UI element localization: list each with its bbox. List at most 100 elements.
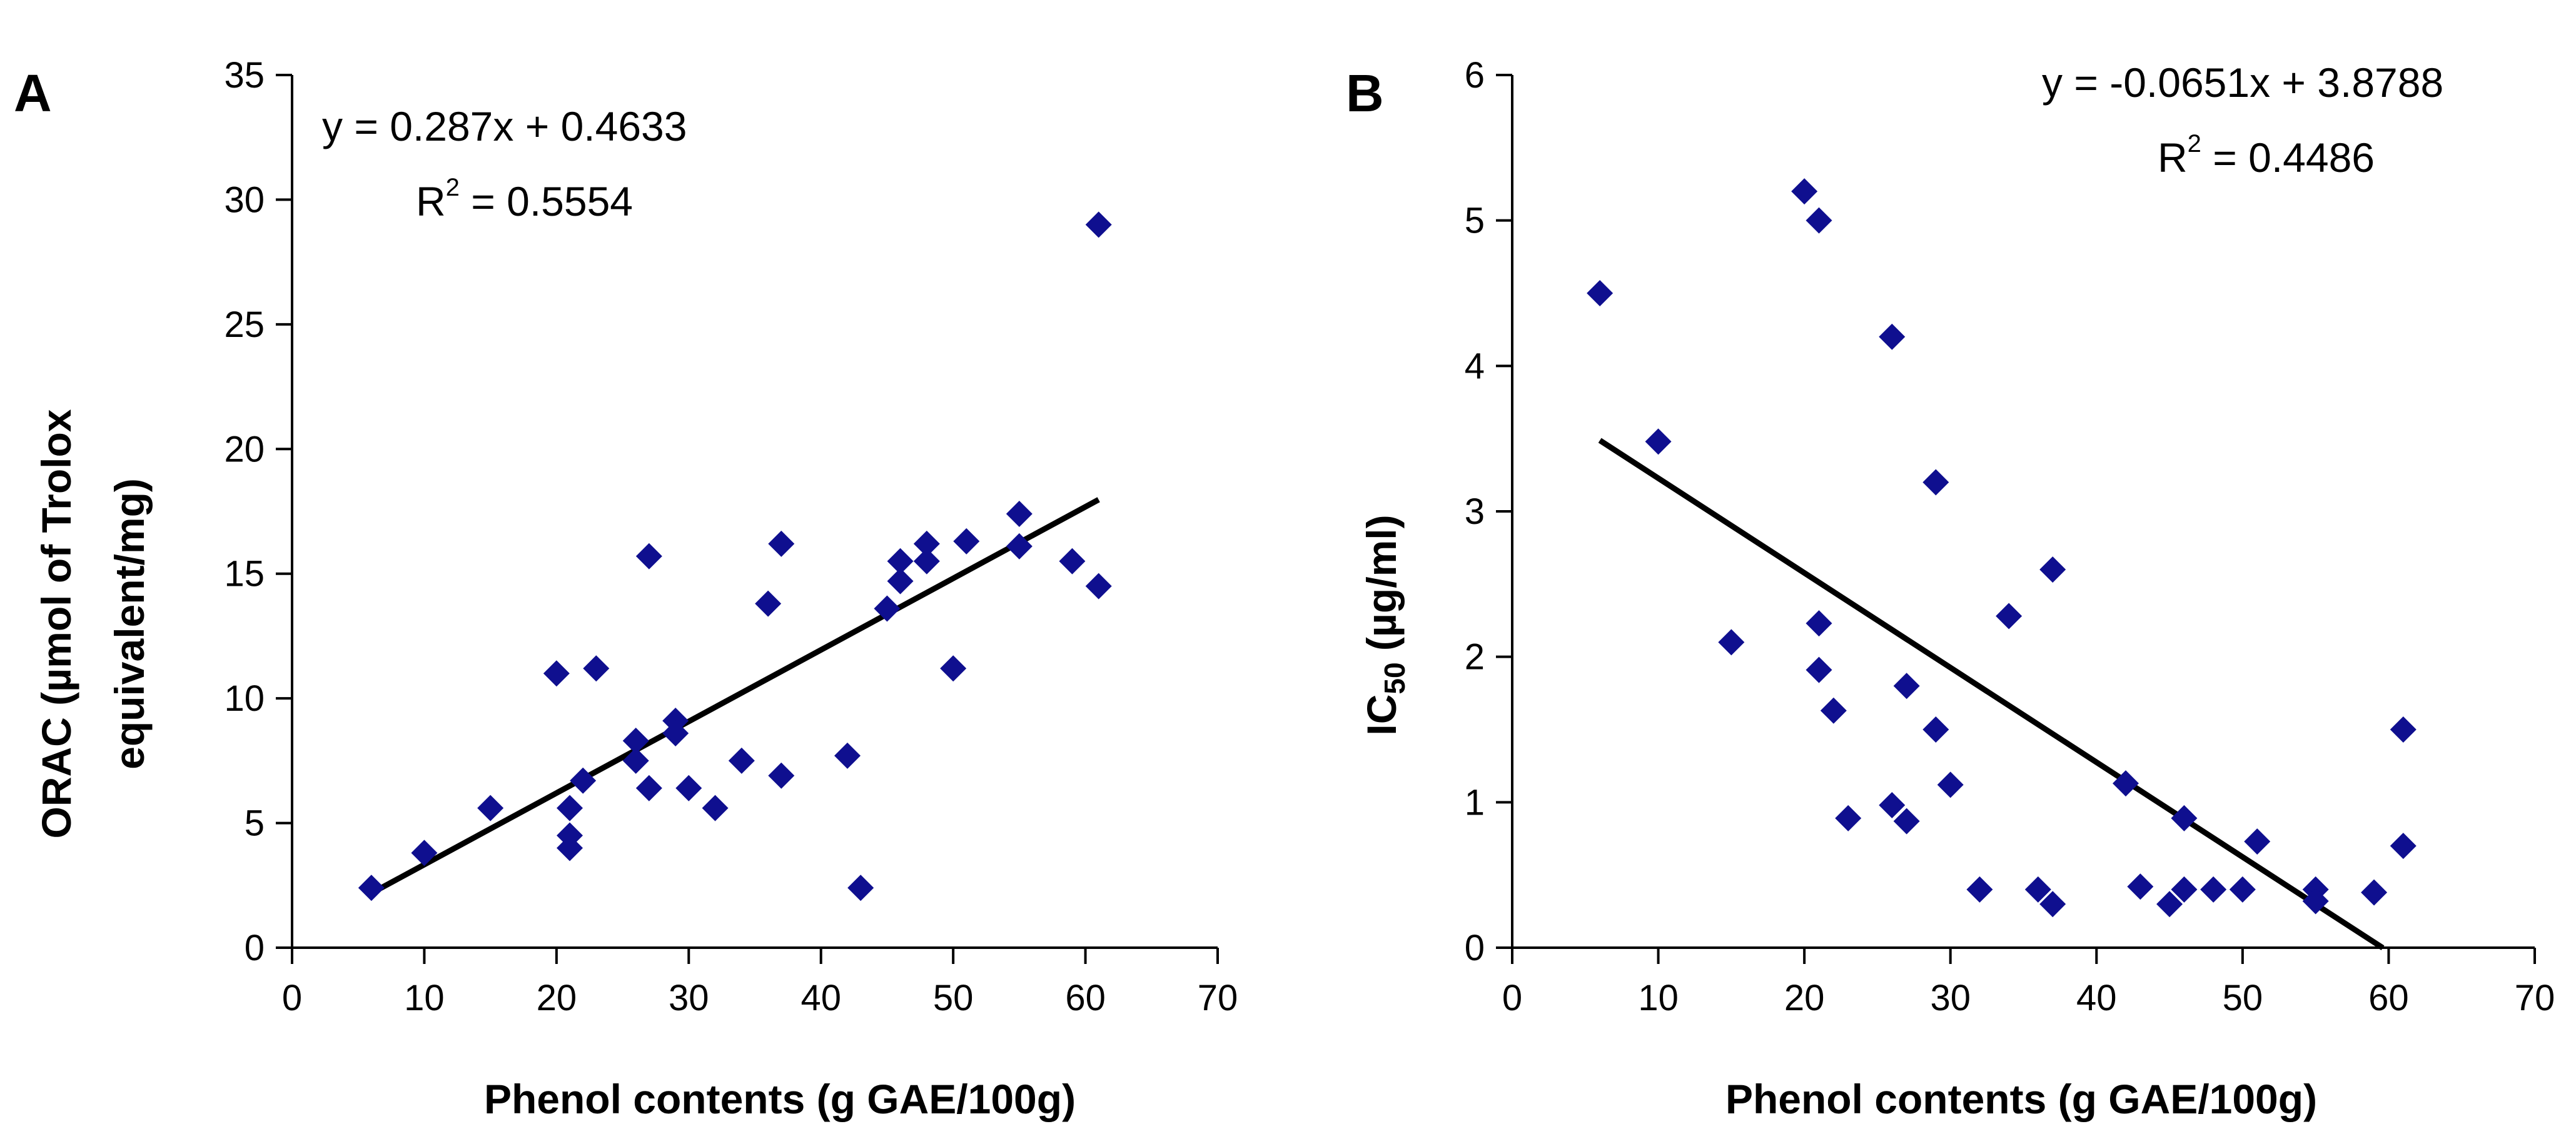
panel-b-y-tick-label: 1 [1465,782,1485,823]
panel-b-data-point [1645,428,1672,455]
panel-a-data-point [662,720,689,746]
panel-b-y-title-main: IC [1358,695,1405,736]
panel-b-y-tick-label: 4 [1465,346,1485,386]
panel-b-data-point [2302,888,2329,915]
panel-b-data-point [2200,876,2227,903]
panel-a-y-axis-title-line-1: ORAC (µmol of Trolox [33,409,79,838]
panel-a-data-point [768,762,795,789]
panel-b-data-point [2156,891,2183,918]
panel-a-x-tick-label: 40 [801,978,841,1018]
panel-a-data-point [477,795,504,821]
panel-b-data-point [1893,673,1920,700]
panel-a-data-point [953,528,980,554]
panel-a-x-tick-label: 20 [537,978,577,1018]
panel-b-data-point [1718,629,1745,656]
panel-b-data-point [1806,656,1832,683]
panel-a-x-tick-label: 50 [933,978,974,1018]
panel-a-data-point [622,727,649,754]
panel-b-data-point [1806,207,1832,234]
panel-a-data-point [874,595,901,622]
panel-b-r2-value: = 0.4486 [2201,134,2375,181]
panel-a-y-tick-label: 25 [224,304,265,345]
panel-a-x-tick-label: 10 [404,978,445,1018]
panel-a-y-tick-label: 20 [224,429,265,469]
panel-b-data-point [1835,805,1862,831]
panel-b-points [1587,178,2417,918]
panel-b-data-point [1893,808,1920,835]
panel-a-x-tick-label: 0 [282,978,302,1018]
panel-a-x-tick-label: 70 [1198,978,1238,1018]
panel-a-trendline [370,497,1100,896]
panel-a-axes: 0 10 20 30 40 50 60 70 0 5 10 15 20 25 30 35 [224,55,1238,1018]
panel-a-data-point [728,747,755,774]
panel-a-data-point [1085,573,1112,600]
panel-a-data-point [1059,548,1086,575]
panel-b-data-point [2171,876,2198,903]
panel-b-data-point [1879,323,1906,350]
panel-b-y-title-rest: (µg/ml) [1358,514,1405,662]
panel-b-x-axis-title: Phenol contents (g GAE/100g) [1725,1076,2317,1122]
panel-b-x-tick-label: 20 [1784,978,1825,1018]
panel-a-data-point [913,530,940,557]
panel-a-r2-superscript: 2 [446,174,460,201]
panel-a-data-point [1006,500,1033,527]
panel-b-x-tick-label: 40 [2076,978,2117,1018]
panel-b-y-tick-label: 6 [1465,55,1485,96]
panel-a-data-point [755,590,782,617]
panel-b-trendline [1598,438,2385,951]
panel-a-data-point [847,875,874,901]
panel-a-data-point [411,840,438,866]
panel-a-data-point [675,775,702,801]
panel-b-r2-superscript: 2 [2188,130,2201,158]
panel-a-data-point [622,747,649,774]
panel-b-data-point [1806,610,1832,637]
panel-b-data-point [2039,891,2066,918]
panel-b-data-point [2390,716,2417,743]
panel-b-y-tick-label: 5 [1465,201,1485,241]
panel-b-r2-label: R [2158,134,2188,181]
panel-a-data-point [913,548,940,575]
panel-b-x-tick-label: 0 [1502,978,1522,1018]
panel-b-data-point [2127,873,2154,900]
panel-a-y-tick-label: 30 [224,179,265,220]
panel-a-data-point [570,767,597,794]
panel-a-data-point [583,655,610,682]
panel-b-data-point [2039,556,2066,583]
panel-a-y-tick-label: 35 [224,55,265,96]
panel-b-x-tick-label: 50 [2223,978,2263,1018]
panel-a: A 0 10 20 30 40 50 60 70 0 5 10 15 20 25 30 35 y = 0.28… [14,55,1238,1122]
panel-b-x-tick-label: 70 [2515,978,2555,1018]
panel-b-r-squared: R2 = 0.4486 [2158,130,2375,181]
panel-a-data-point [557,795,583,821]
panel-b-data-point [1922,716,1949,743]
panel-a-x-axis-title: Phenol contents (g GAE/100g) [484,1076,1076,1122]
panel-a-letter: A [14,64,52,123]
panel-a-data-point [887,548,914,575]
panel-a-y-tick-label: 10 [224,678,265,719]
panel-b-x-tick-label: 10 [1638,978,1679,1018]
panel-b-data-point [1820,697,1847,724]
panel-a-points [358,211,1112,901]
panel-a-y-tick-label: 5 [245,803,265,844]
panel-b-data-point [1791,178,1818,205]
panel-a-x-tick-label: 60 [1065,978,1106,1018]
panel-b: B 0 10 20 30 40 50 60 70 0 1 2 3 4 5 6 y = -0.0651x + … [1346,55,2555,1122]
panel-b-data-point [2113,770,2139,797]
panel-b-data-point [1996,603,2023,630]
panel-b-axes: 0 10 20 30 40 50 60 70 0 1 2 3 4 5 6 [1465,55,2555,1018]
panel-a-data-point [635,543,662,570]
panel-a-data-point [834,742,861,769]
panel-a-data-point [358,875,385,901]
panel-b-data-point [2390,833,2417,860]
panel-b-x-tick-label: 60 [2368,978,2409,1018]
panel-a-y-axis-title-line-2: equivalent/mg) [106,478,153,770]
panel-b-data-point [1937,771,1964,798]
panel-a-data-point [635,775,662,801]
panel-b-letter: B [1346,64,1384,123]
panel-b-data-point [2244,828,2271,855]
panel-b-y-tick-label: 3 [1465,491,1485,532]
panel-b-x-tick-label: 30 [1930,978,1971,1018]
panel-a-data-point [887,568,914,595]
panel-b-trendline-group [1598,438,2385,951]
